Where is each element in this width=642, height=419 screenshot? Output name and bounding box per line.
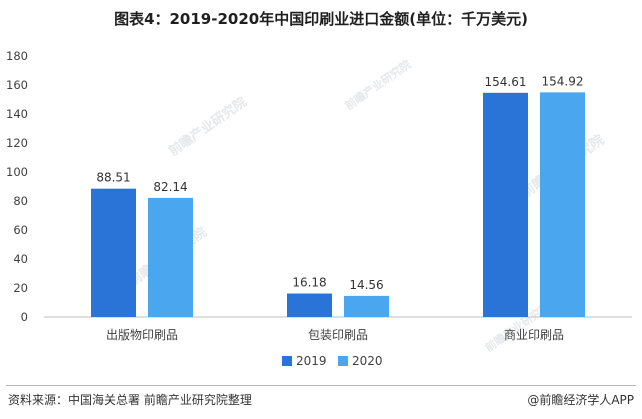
footer-divider (6, 385, 636, 386)
y-tick-label: 80 (13, 194, 28, 208)
data-source: 资料来源：中国海关总署 前瞻产业研究院整理 (8, 393, 252, 407)
x-tick-label: 商业印刷品 (504, 327, 564, 342)
data-label: 88.51 (96, 171, 130, 185)
y-tick-label: 60 (13, 223, 28, 237)
chart-title: 图表4：2019-2020年中国印刷业进口金额(单位：千万美元) (114, 10, 528, 28)
legend-label-2020: 2020 (352, 354, 383, 368)
data-label: 82.14 (153, 180, 187, 194)
data-label: 154.92 (542, 74, 584, 88)
data-label: 16.18 (292, 276, 326, 290)
legend-swatch-2019 (282, 356, 292, 366)
bar-2020-3 (540, 92, 585, 317)
watermark-1: 前瞻产业研究院 (166, 94, 250, 159)
legend-swatch-2020 (338, 356, 348, 366)
bar-2020-2 (344, 295, 389, 317)
y-tick-label: 160 (6, 78, 28, 92)
y-tick-label: 180 (6, 49, 28, 63)
x-tick-label: 包装印刷品 (308, 328, 368, 342)
watermark-2: 前瞻产业研究院 (342, 57, 413, 113)
data-label: 14.56 (349, 278, 383, 292)
legend-label-2019: 2019 (296, 354, 327, 368)
brand-credit: @前瞻经济学人APP (527, 393, 634, 407)
y-tick-label: 0 (21, 310, 28, 324)
bar-2019-1 (91, 188, 136, 317)
data-label: 154.61 (485, 75, 527, 89)
y-tick-label: 120 (6, 136, 28, 150)
y-tick-label: 20 (13, 281, 28, 295)
y-tick-label: 40 (13, 252, 28, 266)
x-tick-label: 出版物印刷品 (106, 328, 178, 342)
y-tick-label: 140 (6, 107, 28, 121)
bar-2020-1 (148, 197, 193, 317)
bar-2019-3 (483, 92, 528, 318)
bar-2019-2 (287, 293, 332, 317)
y-tick-label: 100 (6, 165, 28, 179)
